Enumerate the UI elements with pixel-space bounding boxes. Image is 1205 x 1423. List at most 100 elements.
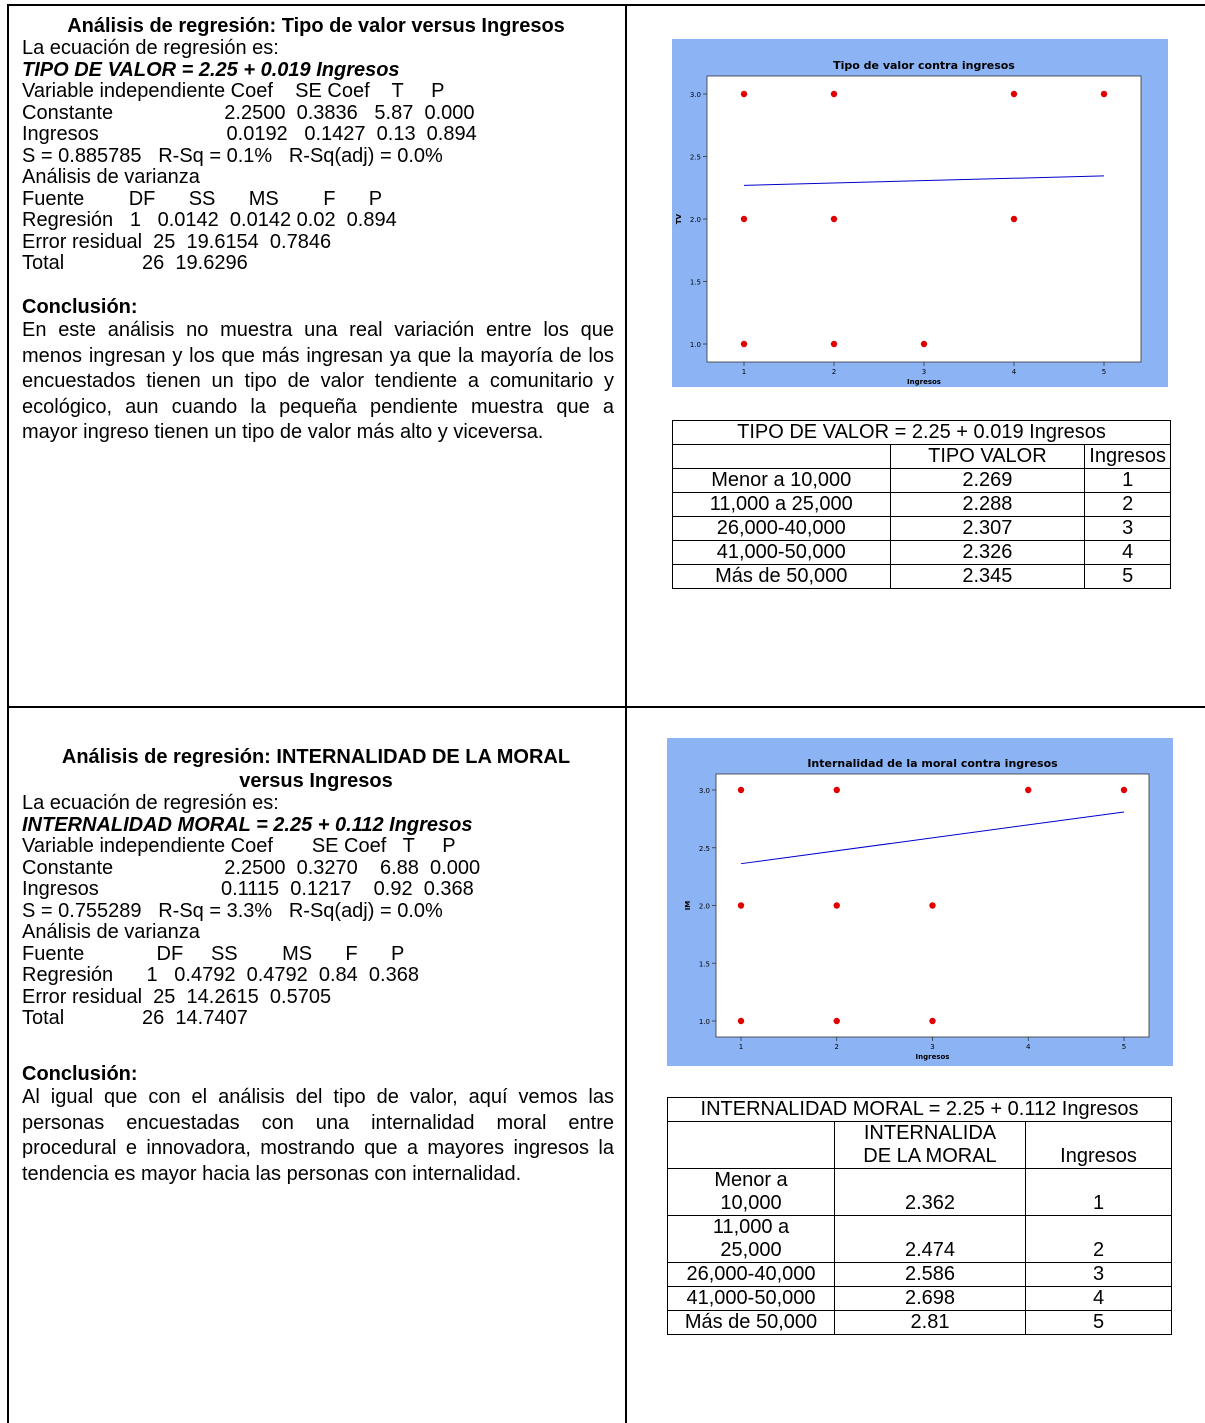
- section-2-intro: La ecuación de regresión es:: [22, 792, 279, 814]
- section-2-title-line: versus Ingresos: [239, 770, 393, 792]
- table-cell: 2.474: [834, 1215, 1026, 1263]
- data-point: [1010, 215, 1018, 223]
- stats-line: Regresión 1 0.4792 0.4792 0.84 0.368: [22, 964, 419, 986]
- stats-line: Total 26 19.6296: [22, 252, 248, 274]
- y-tick-label: 2.0: [699, 903, 710, 911]
- table-cell: Más de 50,000: [667, 1310, 835, 1335]
- table-cell: 2.307: [889, 516, 1086, 541]
- table-cell: Menor a 10,000: [667, 1168, 835, 1216]
- table-row: 11,000 a 25,000 2.474 2: [667, 1215, 1172, 1263]
- data-point: [833, 1017, 840, 1025]
- table-caption: INTERNALIDAD MORAL = 2.25 + 0.112 Ingres…: [667, 1097, 1172, 1122]
- table-row: Más de 50,000 2.81 5: [667, 1310, 1172, 1335]
- table-cell: 3: [1025, 1262, 1172, 1287]
- x-tick-label: 3: [930, 1043, 934, 1051]
- table-cell: 5: [1084, 564, 1171, 589]
- table-cell: 2.345: [889, 564, 1086, 589]
- table-cell: 1: [1084, 468, 1171, 493]
- table-header-cell: [667, 1121, 835, 1169]
- table-row: Menor a 10,000 2.362 1: [667, 1168, 1172, 1216]
- regression-line: [743, 175, 1105, 186]
- stats-line: Variable independiente Coef SE Coef T P: [22, 80, 445, 102]
- stats-line: Fuente DF SS MS F P: [22, 942, 405, 965]
- y-tick-label: 1.0: [699, 1018, 710, 1026]
- chart-title: Internalidad de la moral contra ingresos: [807, 757, 1058, 770]
- grid-left-line: [7, 4, 9, 1423]
- table-header-cell: Ingresos: [1025, 1121, 1172, 1169]
- section-2-title-line: Análisis de regresión: INTERNALIDAD DE L…: [61, 746, 571, 768]
- stats-line: Análisis de varianza: [22, 166, 200, 188]
- table-row: Menor a 10,000 2.269 1: [672, 468, 1171, 493]
- section-2-equation: INTERNALIDAD MORAL = 2.25 + 0.112 Ingres…: [22, 813, 473, 836]
- data-point: [740, 90, 748, 98]
- table-cell: 2.81: [834, 1310, 1026, 1335]
- y-tick-label: 2.5: [690, 154, 701, 162]
- table-cell: Más de 50,000: [672, 564, 891, 589]
- grid-middle-line: [7, 706, 1205, 708]
- stats-line: Error residual 25 14.2615 0.5705: [22, 985, 332, 1008]
- table-cell: Menor a 10,000: [672, 468, 891, 493]
- data-point: [737, 1017, 745, 1025]
- x-tick-label: 4: [1026, 1043, 1031, 1051]
- stats-line: Regresión 1 0.0142 0.0142 0.02 0.894: [22, 209, 397, 231]
- section-1-intro: La ecuación de regresión es:: [22, 37, 279, 59]
- regression-line: [740, 811, 1125, 865]
- stats-line: Constante 2.2500 0.3270 6.88 0.000: [22, 856, 481, 879]
- table-cell: 11,000 a 25,000: [667, 1215, 835, 1263]
- x-tick-label: 5: [1102, 368, 1106, 376]
- table-header-cell: Ingresos: [1084, 444, 1171, 469]
- data-point: [833, 786, 840, 794]
- section-1-title: Análisis de regresión: Tipo de valor ver…: [22, 14, 610, 38]
- y-tick-label: 2.0: [690, 216, 701, 224]
- section-2-conclusion-heading: Conclusión:: [22, 1062, 138, 1085]
- data-point: [830, 340, 838, 348]
- section-2-title: Análisis de regresión: INTERNALIDAD DE L…: [22, 745, 610, 793]
- table-cell: 2.288: [889, 492, 1086, 517]
- table-cell: 11,000 a 25,000: [672, 492, 891, 517]
- table-header-cell: INTERNALIDA DE LA MORAL: [834, 1121, 1026, 1169]
- stats-line: Ingresos 0.0192 0.1427 0.13 0.894: [22, 123, 477, 145]
- data-point: [920, 340, 928, 348]
- x-tick-label: 2: [835, 1043, 839, 1051]
- table-cell: 2: [1025, 1215, 1172, 1263]
- table-cell: 2: [1084, 492, 1171, 517]
- stats-line: Error residual 25 19.6154 0.7846: [22, 230, 332, 253]
- y-axis-label: TV: [675, 213, 683, 224]
- table-cell: 4: [1025, 1286, 1172, 1311]
- x-tick-label: 3: [922, 368, 926, 376]
- data-point: [929, 902, 936, 909]
- section-1-text: Análisis de regresión: Tipo de valor ver…: [22, 14, 622, 446]
- section-2-conclusion: Al igual que con el análisis del tipo de…: [22, 1086, 614, 1185]
- data-point: [929, 1017, 936, 1025]
- x-tick-label: 2: [832, 368, 836, 376]
- table-caption: TIPO DE VALOR = 2.25 + 0.019 Ingresos: [672, 420, 1171, 445]
- table-cell: 2.269: [889, 468, 1086, 493]
- y-tick-label: 2.5: [699, 845, 710, 853]
- chart-2-svg: Internalidad de la moral contra ingresos…: [684, 757, 1150, 1061]
- table-cell: 1: [1025, 1168, 1172, 1216]
- table-cell: 2.698: [834, 1286, 1026, 1311]
- data-point: [740, 340, 748, 348]
- data-point: [833, 902, 840, 909]
- x-tick-label: 1: [739, 1043, 743, 1051]
- section-2-table: INTERNALIDAD MORAL = 2.25 + 0.112 Ingres…: [667, 1097, 1172, 1335]
- section-1-table: TIPO DE VALOR = 2.25 + 0.019 Ingresos TI…: [672, 420, 1171, 589]
- stats-line: S = 0.755289 R-Sq = 3.3% R-Sq(adj) = 0.0…: [22, 899, 443, 922]
- section-1-equation: TIPO DE VALOR = 2.25 + 0.019 Ingresos: [22, 58, 400, 81]
- x-tick-label: 1: [742, 368, 746, 376]
- grid-center-line: [625, 4, 627, 1423]
- stats-line: Total 26 14.7407: [22, 1007, 248, 1029]
- data-point: [737, 786, 745, 794]
- table-header-cell: [672, 444, 891, 469]
- table-cell: 2.362: [834, 1168, 1026, 1216]
- table-cell: 26,000-40,000: [672, 516, 891, 541]
- section-2-text: Análisis de regresión: INTERNALIDAD DE L…: [22, 745, 622, 1187]
- data-point: [1100, 90, 1108, 98]
- table-cell: 2.326: [889, 540, 1086, 565]
- data-point: [740, 215, 748, 223]
- table-cell: 2.586: [834, 1262, 1026, 1287]
- table-row: 41,000-50,000 2.326 4: [672, 540, 1171, 565]
- table-cell: 5: [1025, 1310, 1172, 1335]
- table-row: 41,000-50,000 2.698 4: [667, 1286, 1172, 1311]
- data-point: [830, 215, 838, 223]
